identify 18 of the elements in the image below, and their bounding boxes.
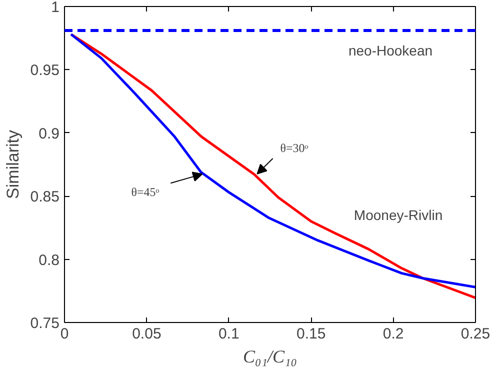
y-tick-label: 0.75	[30, 315, 60, 332]
y-tick-label: 0.85	[30, 188, 60, 206]
x-tick-label: 0.2	[382, 326, 404, 342]
x-tick-label: 0.15	[296, 326, 326, 342]
x-tick-label: 0.05	[132, 326, 162, 342]
annotation: θ=30ᵒ	[280, 140, 309, 155]
x-axis-title: C₀₁/C₁₀	[242, 346, 298, 366]
annotation: Mooney-Rivlin	[354, 207, 443, 224]
y-tick-label: 0.8	[38, 252, 60, 269]
x-tick-label: 0	[60, 326, 69, 342]
annotation: θ=45ᵒ	[131, 185, 160, 200]
y-tick-label: 0.9	[38, 125, 60, 142]
y-axis-title: Similarity	[3, 130, 22, 199]
x-tick-label: 0.25	[460, 326, 490, 342]
y-tick-label: 1	[51, 0, 60, 16]
x-tick-label: 0.1	[218, 326, 240, 342]
y-tick-label: 0.95	[30, 62, 60, 80]
ref-line-label: neo-Hookean	[348, 42, 433, 59]
